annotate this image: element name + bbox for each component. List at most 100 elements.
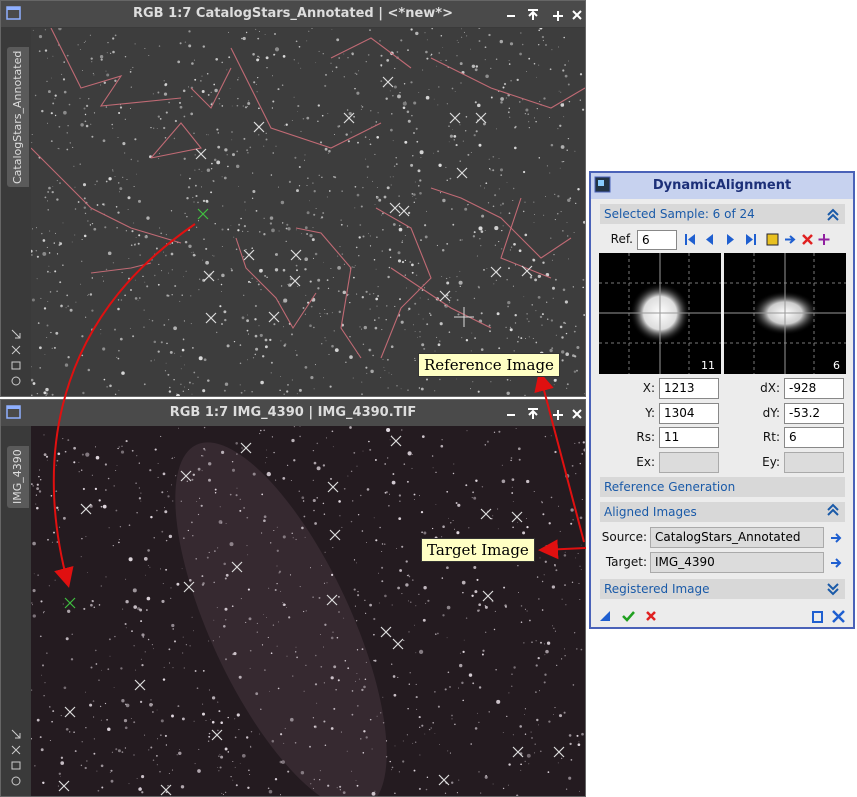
- marker: [329, 529, 341, 541]
- label: Source:: [601, 530, 647, 544]
- text-input[interactable]: 11: [659, 427, 719, 448]
- icon[interactable]: [766, 233, 779, 246]
- arrow: [538, 539, 587, 560]
- marker: [160, 784, 172, 796]
- window-title: RGB 1:7 CatalogStars_Annotated | <*new*>: [1, 1, 585, 27]
- section-header[interactable]: Aligned Images: [600, 502, 845, 522]
- marker: [439, 290, 451, 302]
- constellation-line: [375, 207, 432, 359]
- constellation-line: [500, 197, 552, 279]
- text-input[interactable]: 1304: [659, 402, 719, 424]
- icon[interactable]: [832, 610, 845, 623]
- marker: [134, 679, 146, 691]
- section-header[interactable]: Selected Sample: 6 of 24: [600, 204, 845, 224]
- constellation-line: [430, 57, 585, 109]
- marker: [482, 590, 494, 602]
- image-view: [31, 426, 585, 796]
- marker: [231, 561, 243, 573]
- window-title: RGB 1:7 IMG_4390 | IMG_4390.TIF: [1, 400, 585, 426]
- constellation-line: [190, 67, 232, 109]
- text-input[interactable]: IMG_4390: [650, 552, 824, 573]
- marker: [382, 76, 394, 88]
- dialog-title: DynamicAlignment: [591, 173, 853, 199]
- dialog: DynamicAlignment Selected Sample: 6 of 2…: [589, 171, 855, 629]
- window-controls[interactable]: [501, 7, 583, 23]
- bottom-toolbar: [600, 610, 845, 623]
- section-header[interactable]: Registered Image: [600, 579, 845, 599]
- icon[interactable]: [818, 234, 830, 245]
- label: X:: [642, 381, 655, 395]
- label: dY:: [762, 405, 780, 420]
- constellation-line: [235, 237, 317, 330]
- thumbnail: 11: [599, 253, 721, 374]
- icon[interactable]: [600, 611, 610, 621]
- text-input[interactable]: [659, 451, 719, 473]
- text-input[interactable]: 6: [637, 230, 677, 250]
- marker: [521, 265, 533, 277]
- marker: [290, 249, 302, 261]
- marker: [240, 442, 252, 454]
- nav-icons[interactable]: [685, 234, 756, 245]
- label: Ex:: [636, 454, 655, 469]
- marker: [197, 208, 209, 220]
- constellation-line: [390, 267, 492, 329]
- icon[interactable]: [646, 611, 656, 621]
- label: Ey:: [762, 454, 780, 469]
- arrow: [534, 371, 585, 543]
- constellation-line: [50, 28, 182, 107]
- icon[interactable]: [802, 234, 813, 245]
- text-input[interactable]: [784, 451, 844, 473]
- section-header[interactable]: Reference Generation: [600, 477, 845, 497]
- marker: [326, 594, 338, 606]
- marker: [203, 270, 215, 282]
- constellation-line: [150, 122, 202, 159]
- window-icon: [6, 6, 21, 20]
- view-tools[interactable]: [10, 328, 24, 388]
- label: dX:: [760, 381, 780, 395]
- marker: [398, 205, 410, 217]
- icon[interactable]: [622, 611, 635, 622]
- marker: [380, 626, 392, 638]
- view-tools[interactable]: [10, 728, 24, 788]
- marker: [183, 581, 195, 593]
- marker: [195, 148, 207, 160]
- image-window: RGB 1:7 CatalogStars_Annotated | <*new*>…: [0, 0, 586, 397]
- cursor: [454, 307, 474, 327]
- marker: [80, 503, 92, 515]
- image-bg: [31, 28, 585, 396]
- callout: Reference Image: [418, 353, 560, 377]
- constellation-line: [330, 37, 412, 69]
- collapse-icons: [827, 208, 839, 221]
- marker: [392, 638, 404, 650]
- constellation-line: [430, 187, 572, 259]
- text-input[interactable]: 1213: [659, 378, 719, 399]
- constellation-line: [295, 227, 362, 359]
- label: Y:: [645, 405, 655, 420]
- marker: [511, 511, 523, 523]
- thumbnail-image: [599, 253, 721, 374]
- thumbnail-label: 6: [833, 359, 840, 372]
- icon[interactable]: [812, 611, 823, 623]
- thumbnail-image: [724, 253, 846, 374]
- marker: [480, 508, 492, 520]
- text-input[interactable]: 6: [784, 427, 844, 448]
- marker: [253, 121, 265, 133]
- callout: Target Image: [421, 538, 535, 562]
- marker: [389, 202, 401, 214]
- constellation-line: [230, 47, 382, 149]
- marker: [180, 470, 192, 482]
- constellation-line: [31, 147, 182, 244]
- marker: [64, 597, 76, 609]
- text-input[interactable]: -53.2: [784, 402, 844, 424]
- icons[interactable]: [829, 531, 843, 571]
- marker: [553, 746, 565, 758]
- marker: [205, 312, 217, 324]
- text-input[interactable]: CatalogStars_Annotated: [650, 527, 824, 548]
- window-controls[interactable]: [501, 406, 583, 422]
- milky-way: [175, 442, 387, 796]
- marker: [243, 249, 255, 261]
- text-input[interactable]: -928: [784, 378, 844, 399]
- icon[interactable]: [785, 235, 796, 244]
